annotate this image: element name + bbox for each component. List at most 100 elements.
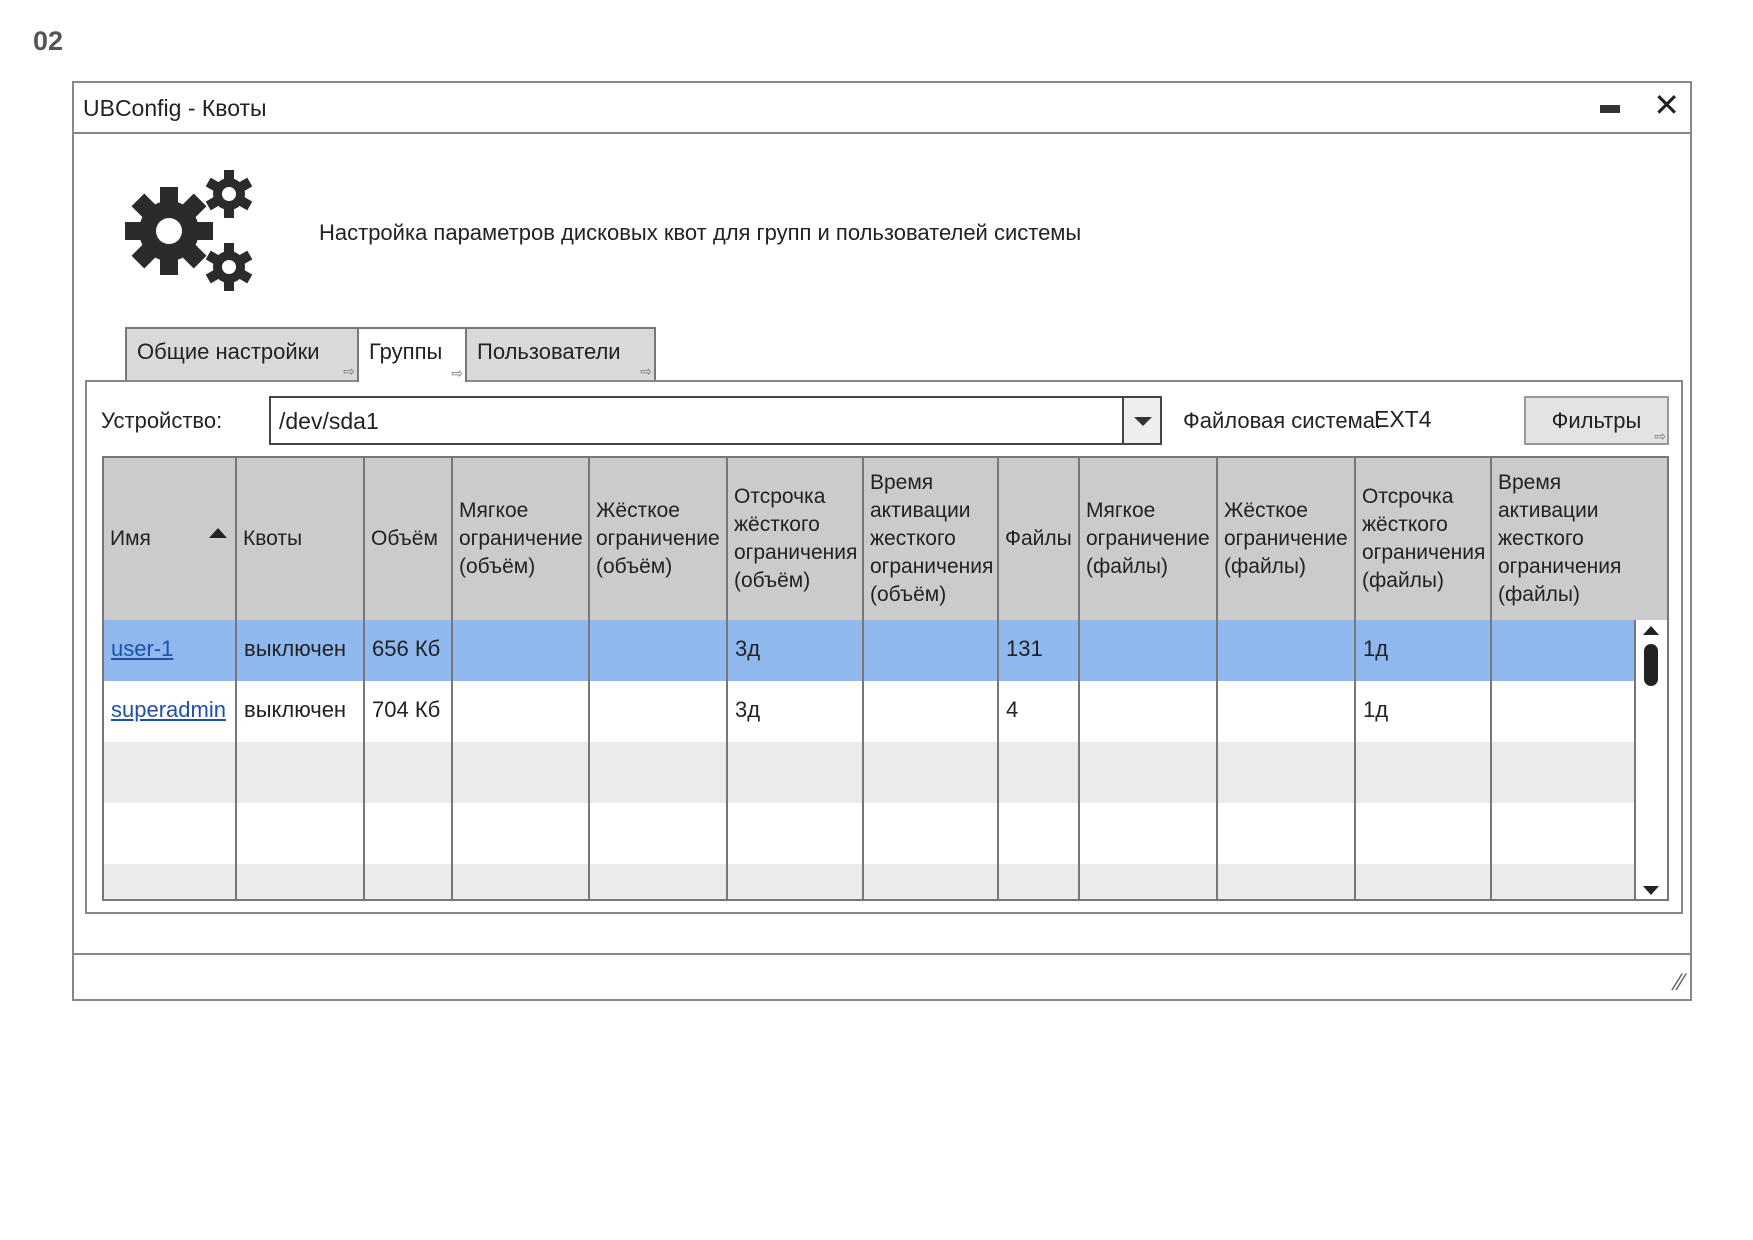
table-cell — [590, 681, 728, 742]
link-arrow-icon: ⇨ — [451, 365, 463, 381]
column-header-label: Жёсткое ограничение (объём) — [596, 499, 720, 578]
column-header-label: Мягкое ограничение (файлы) — [1086, 499, 1210, 578]
tab-label: Общие настройки — [137, 339, 320, 364]
table-cell — [365, 864, 453, 899]
table-cell: выключен — [237, 620, 365, 681]
column-header[interactable]: Жёсткое ограничение (объём) — [590, 458, 728, 620]
column-header[interactable]: Файлы — [999, 458, 1080, 620]
device-label: Устройство: — [101, 408, 223, 433]
vertical-scrollbar[interactable] — [1634, 620, 1667, 899]
tab-users[interactable]: Пользователи ⇨ — [465, 327, 656, 380]
table-row[interactable]: superadmin выключен 704 Кб 3д 4 1д — [104, 681, 1637, 742]
table-cell: 3д — [728, 620, 864, 681]
table-cell — [728, 742, 864, 803]
table-cell — [999, 803, 1080, 864]
link-arrow-icon: ⇨ — [640, 363, 652, 379]
table-cell — [864, 620, 999, 681]
table-cell — [453, 864, 590, 899]
gears-icon — [125, 170, 253, 291]
table-cell — [1492, 864, 1636, 899]
table-row[interactable]: user-1 выключен 656 Кб 3д 131 1д — [104, 620, 1637, 681]
column-header[interactable]: Объём — [365, 458, 453, 620]
column-header-label: Мягкое ограничение (объём) — [459, 499, 583, 578]
empty-table-row[interactable] — [104, 864, 1637, 899]
table-cell — [590, 803, 728, 864]
device-select[interactable]: /dev/sda1 — [269, 396, 1162, 445]
column-header[interactable]: Мягкое ограничение (файлы) — [1080, 458, 1218, 620]
column-header-label: Отсрочка жёсткого ограничения (объём) — [734, 485, 858, 592]
table-cell — [365, 803, 453, 864]
table-cell — [104, 742, 237, 803]
scroll-down-icon[interactable] — [1643, 886, 1659, 895]
column-header[interactable]: Мягкое ограничение (объём) — [453, 458, 590, 620]
column-header[interactable]: Время активации жесткого ограничения (фа… — [1492, 458, 1667, 620]
column-header-label: Объём — [371, 527, 438, 550]
table-cell: 4 — [999, 681, 1080, 742]
link-arrow-icon: ⇨ — [1654, 428, 1666, 444]
table-cell — [453, 742, 590, 803]
tab-label: Группы — [369, 339, 443, 364]
table-cell — [590, 742, 728, 803]
minimize-icon[interactable] — [1600, 105, 1620, 113]
table-cell — [365, 742, 453, 803]
scroll-up-icon[interactable] — [1643, 626, 1659, 635]
column-header-label: Время активации жесткого ограничения (об… — [870, 471, 994, 606]
group-name-link[interactable]: user-1 — [104, 620, 237, 681]
chevron-down-icon[interactable] — [1122, 398, 1160, 443]
tab-general-settings[interactable]: Общие настройки ⇨ — [125, 327, 359, 380]
link-arrow-icon: ⇨ — [343, 363, 355, 379]
table-cell — [453, 803, 590, 864]
table-cell — [590, 864, 728, 899]
column-header-label: Файлы — [1005, 527, 1072, 550]
table-cell — [237, 803, 365, 864]
table-cell — [1356, 803, 1492, 864]
table-cell — [1218, 681, 1356, 742]
title-bar: UBConfig - Квоты ✕ — [74, 83, 1690, 134]
column-header-label: Отсрочка жёсткого ограничения (файлы) — [1362, 485, 1486, 592]
filters-label: Фильтры — [1551, 408, 1642, 433]
page-label: 02 — [33, 26, 64, 56]
table-cell — [453, 620, 590, 681]
table-cell — [1218, 620, 1356, 681]
table-cell — [864, 803, 999, 864]
column-header[interactable]: Отсрочка жёсткого ограничения (объём) — [728, 458, 864, 620]
column-header[interactable]: Жёсткое ограничение (файлы) — [1218, 458, 1356, 620]
table-cell: 656 Кб — [365, 620, 453, 681]
empty-table-row[interactable] — [104, 742, 1637, 803]
table-cell: 1д — [1356, 681, 1492, 742]
table-cell — [1492, 803, 1636, 864]
column-header[interactable]: Квоты — [237, 458, 365, 620]
scrollbar-thumb[interactable] — [1644, 644, 1658, 686]
column-header-label: Жёсткое ограничение (файлы) — [1224, 499, 1348, 578]
table-cell — [1356, 864, 1492, 899]
table-cell — [864, 742, 999, 803]
table-cell — [1080, 803, 1218, 864]
table-cell — [1492, 620, 1636, 681]
table-cell — [1356, 742, 1492, 803]
group-name-link[interactable]: superadmin — [104, 681, 237, 742]
table-cell — [728, 864, 864, 899]
column-header[interactable]: Время активации жесткого ограничения (об… — [864, 458, 999, 620]
sort-ascending-icon[interactable] — [209, 528, 227, 538]
filters-button[interactable]: Фильтры ⇨ — [1524, 396, 1669, 445]
close-icon[interactable]: ✕ — [1653, 87, 1680, 123]
table-cell: 3д — [728, 681, 864, 742]
filesystem-value: EXT4 — [1374, 406, 1432, 432]
window-title: UBConfig - Квоты — [83, 95, 267, 121]
resize-grip-icon[interactable]: ⁄⁄ — [1675, 969, 1684, 996]
groups-panel: Устройство: /dev/sda1 Файловая система: … — [85, 380, 1683, 914]
tab-groups[interactable]: Группы ⇨ — [357, 327, 467, 382]
table-cell — [104, 803, 237, 864]
column-header[interactable]: Отсрочка жёсткого ограничения (файлы) — [1356, 458, 1492, 620]
status-bar: ⁄⁄ — [74, 953, 1690, 1001]
table-cell — [237, 742, 365, 803]
empty-table-row[interactable] — [104, 803, 1637, 864]
table-cell — [864, 681, 999, 742]
quota-window: UBConfig - Квоты ✕ — [72, 81, 1692, 1001]
table-cell: 704 Кб — [365, 681, 453, 742]
table-cell: 131 — [999, 620, 1080, 681]
column-header[interactable]: Имя — [104, 458, 237, 620]
quota-table: Имя Квоты Объём Мягкое ограничение (объём) Ж… — [102, 456, 1669, 901]
table-cell — [1218, 864, 1356, 899]
table-cell: 1д — [1356, 620, 1492, 681]
